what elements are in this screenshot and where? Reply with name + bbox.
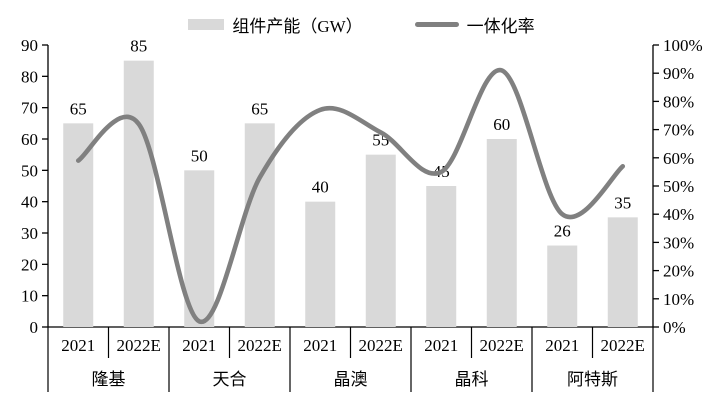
capacity-bar — [426, 186, 457, 327]
right-axis-tick-label: 70% — [663, 121, 694, 140]
capacity-bar — [244, 123, 275, 327]
right-axis-tick-label: 100% — [663, 36, 703, 55]
company-label: 阿特斯 — [567, 370, 618, 389]
capacity-bar — [365, 154, 396, 327]
capacity-bar — [547, 245, 578, 327]
year-label: 2022E — [601, 336, 645, 355]
right-axis-tick-label: 30% — [663, 233, 694, 252]
year-label: 2021 — [61, 336, 95, 355]
bar-value-label: 35 — [614, 193, 631, 212]
year-label: 2022E — [238, 336, 282, 355]
capacity-bar — [123, 60, 154, 328]
bar-value-label: 26 — [554, 222, 571, 241]
bar-value-label: 60 — [493, 115, 510, 134]
left-axis-tick-label: 50 — [21, 161, 38, 180]
right-axis-tick-label: 90% — [663, 64, 694, 83]
bar-value-label: 85 — [130, 37, 147, 56]
legend-label-capacity: 组件产能（GW） — [232, 17, 363, 36]
bar-swatch-icon — [188, 19, 225, 30]
left-axis-tick-label: 0 — [30, 318, 39, 337]
left-axis-tick-label: 70 — [21, 99, 38, 118]
company-label: 天合 — [213, 370, 247, 389]
capacity-bar — [305, 201, 336, 327]
bar-value-label: 50 — [191, 146, 208, 165]
left-axis-tick-label: 30 — [21, 224, 38, 243]
capacity-bar — [486, 139, 517, 327]
bar-value-label: 65 — [251, 99, 268, 118]
right-axis-tick-label: 60% — [663, 149, 694, 168]
left-axis-tick-label: 10 — [21, 287, 38, 306]
year-label: 2022E — [117, 336, 161, 355]
right-axis-tick-label: 50% — [663, 177, 694, 196]
right-axis-tick-label: 40% — [663, 205, 694, 224]
year-label: 2021 — [303, 336, 337, 355]
left-axis-tick-label: 60 — [21, 130, 38, 149]
left-axis-tick-label: 90 — [21, 36, 38, 55]
integration-rate-line — [75, 68, 626, 324]
capacity-bar — [63, 123, 94, 327]
bar-value-label: 65 — [70, 99, 87, 118]
company-label: 晶科 — [455, 370, 489, 389]
year-label: 2021 — [182, 336, 216, 355]
left-axis-tick-label: 20 — [21, 255, 38, 274]
year-label: 2022E — [480, 336, 524, 355]
right-axis-tick-label: 10% — [663, 290, 694, 309]
right-axis-tick-label: 20% — [663, 262, 694, 281]
legend-item-module-capacity: 组件产能（GW） — [188, 12, 363, 37]
year-label: 2021 — [424, 336, 458, 355]
right-axis-tick-label: 0% — [663, 318, 686, 337]
legend-label-integration: 一体化率 — [466, 17, 535, 36]
bar-value-label: 40 — [312, 178, 329, 197]
year-label: 2022E — [359, 336, 403, 355]
left-axis-tick-label: 40 — [21, 193, 38, 212]
legend-item-integration-rate: 一体化率 — [414, 12, 535, 37]
year-label: 2021 — [545, 336, 579, 355]
chart-legend: 组件产能（GW） 一体化率 — [0, 12, 723, 37]
left-axis-tick-label: 80 — [21, 67, 38, 86]
line-swatch-icon — [414, 22, 459, 27]
company-label: 隆基 — [92, 370, 126, 389]
capacity-bar — [607, 217, 638, 327]
right-axis-tick-label: 80% — [663, 92, 694, 111]
company-label: 晶澳 — [334, 370, 368, 389]
